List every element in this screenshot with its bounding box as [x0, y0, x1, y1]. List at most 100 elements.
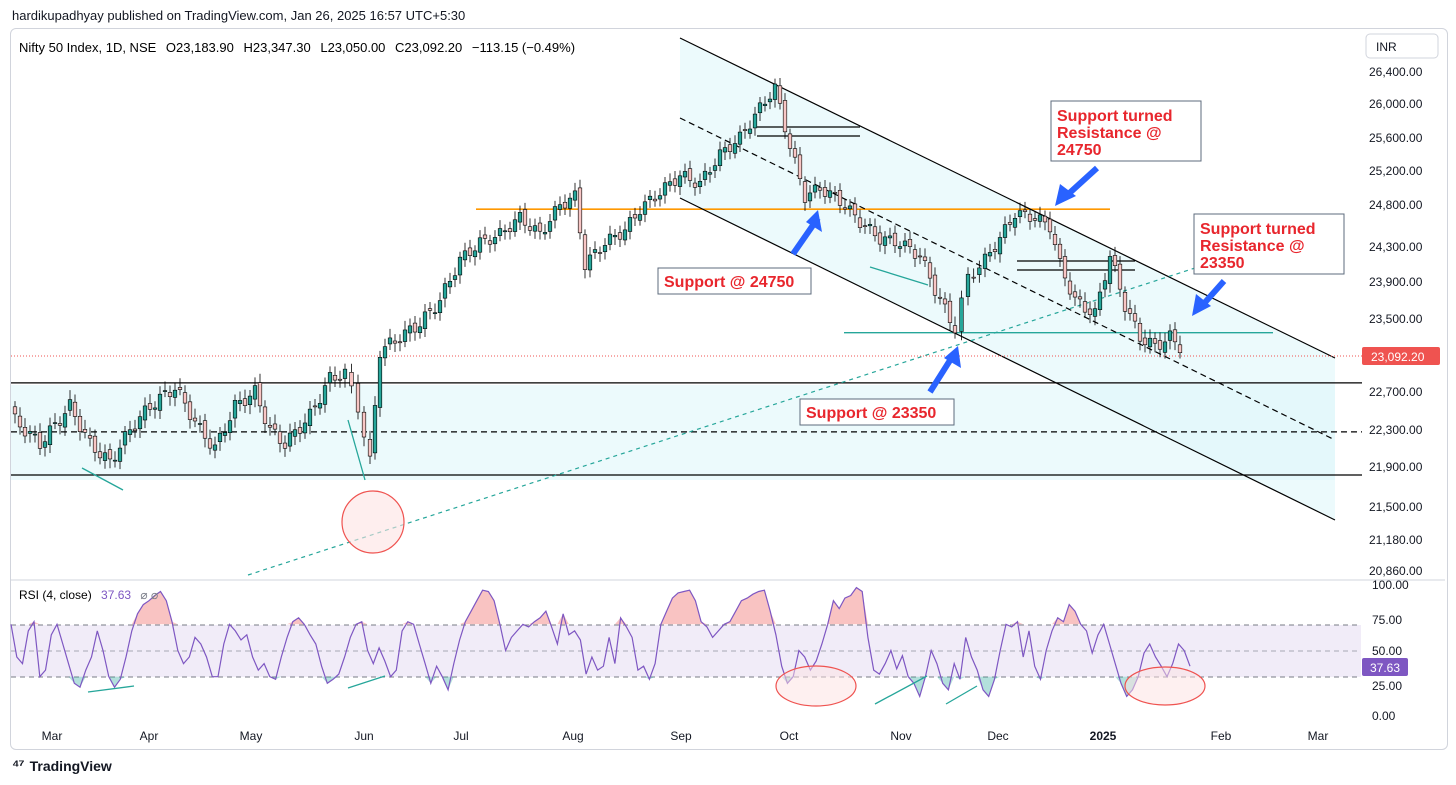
- candle-body[interactable]: [512, 219, 518, 232]
- candle-body[interactable]: [852, 203, 858, 216]
- candle-body[interactable]: [552, 206, 558, 221]
- rsi-line[interactable]: [10, 586, 1191, 699]
- candle-body[interactable]: [17, 415, 23, 428]
- candle-body[interactable]: [322, 385, 328, 405]
- candle-body[interactable]: [132, 428, 138, 431]
- candle-body[interactable]: [1057, 243, 1063, 259]
- candle-body[interactable]: [1027, 213, 1033, 222]
- candle-body[interactable]: [1127, 308, 1133, 314]
- candle-body[interactable]: [87, 435, 93, 439]
- candle-body[interactable]: [732, 143, 738, 154]
- candle-body[interactable]: [507, 228, 513, 233]
- candle-body[interactable]: [355, 383, 361, 413]
- candle-body[interactable]: [182, 392, 188, 404]
- candle-body[interactable]: [1107, 256, 1113, 284]
- candle-body[interactable]: [992, 249, 998, 252]
- candle-body[interactable]: [737, 131, 743, 145]
- rsi-highlight-ellipse-1[interactable]: [775, 665, 857, 707]
- candle-body[interactable]: [107, 449, 113, 460]
- candle-body[interactable]: [142, 405, 148, 421]
- candle-body[interactable]: [1062, 256, 1068, 279]
- candle-body[interactable]: [827, 190, 833, 198]
- candle-body[interactable]: [47, 425, 53, 446]
- candle-body[interactable]: [312, 405, 318, 408]
- candle-body[interactable]: [787, 133, 793, 149]
- candle-body[interactable]: [912, 249, 918, 259]
- candle-body[interactable]: [437, 300, 443, 314]
- candle-body[interactable]: [1152, 338, 1158, 344]
- candle-body[interactable]: [522, 209, 528, 226]
- candle-body[interactable]: [227, 420, 233, 434]
- candle-body[interactable]: [797, 154, 803, 179]
- candle-body[interactable]: [477, 237, 483, 253]
- candle-body[interactable]: [762, 103, 768, 106]
- candle-body[interactable]: [462, 250, 468, 261]
- candle-body[interactable]: [752, 113, 758, 129]
- candle-body[interactable]: [1157, 340, 1163, 350]
- candle-body[interactable]: [1072, 291, 1078, 298]
- minor-trendline-2[interactable]: [347, 419, 366, 481]
- candle-body[interactable]: [607, 233, 613, 245]
- annotation-box-resistance-24750[interactable]: [1050, 100, 1202, 162]
- candle-body[interactable]: [932, 274, 938, 296]
- candle-body[interactable]: [12, 406, 18, 415]
- candle-body[interactable]: [372, 405, 378, 454]
- candle-body[interactable]: [587, 254, 593, 271]
- candle-body[interactable]: [977, 267, 982, 275]
- candle-body[interactable]: [1042, 215, 1048, 223]
- candle-body[interactable]: [297, 427, 303, 434]
- candle-body[interactable]: [117, 447, 123, 462]
- candle-body[interactable]: [1162, 341, 1168, 353]
- candle-body[interactable]: [197, 423, 203, 425]
- candle-body[interactable]: [267, 424, 273, 428]
- candle-body[interactable]: [517, 212, 523, 223]
- candle-body[interactable]: [672, 178, 678, 186]
- candle-body[interactable]: [952, 325, 958, 334]
- candle-body[interactable]: [567, 197, 573, 209]
- candle-body[interactable]: [662, 182, 668, 196]
- candle-body[interactable]: [417, 326, 423, 334]
- candle-body[interactable]: [562, 201, 568, 209]
- candle-body[interactable]: [1037, 214, 1043, 222]
- candle-body[interactable]: [212, 444, 218, 451]
- candle-body[interactable]: [602, 245, 608, 253]
- candle-body[interactable]: [959, 297, 964, 332]
- candle-body[interactable]: [767, 98, 773, 103]
- candle-body[interactable]: [537, 222, 543, 232]
- candle-body[interactable]: [682, 171, 688, 178]
- candle-body[interactable]: [592, 249, 598, 253]
- candle-body[interactable]: [657, 195, 663, 200]
- candle-body[interactable]: [447, 280, 453, 288]
- candle-body[interactable]: [882, 236, 888, 246]
- candle-body[interactable]: [532, 225, 538, 232]
- candle-body[interactable]: [917, 255, 923, 258]
- candle-body[interactable]: [472, 250, 478, 258]
- candle-body[interactable]: [27, 431, 33, 434]
- candle-body[interactable]: [717, 149, 723, 166]
- candle-body[interactable]: [247, 395, 253, 405]
- candle-body[interactable]: [282, 442, 288, 449]
- candle-body[interactable]: [772, 83, 778, 100]
- channel-upper-line[interactable]: [679, 37, 1336, 359]
- candle-body[interactable]: [152, 407, 158, 410]
- candle-body[interactable]: [637, 214, 643, 221]
- candle-body[interactable]: [802, 181, 808, 203]
- candle-body[interactable]: [982, 253, 988, 269]
- annotation-box-resistance-23350[interactable]: [1193, 213, 1345, 275]
- candle-body[interactable]: [612, 235, 618, 238]
- candle-body[interactable]: [702, 170, 708, 180]
- candle-body[interactable]: [202, 420, 208, 439]
- candle-body[interactable]: [292, 429, 298, 437]
- candle-body[interactable]: [747, 128, 753, 134]
- candle-body[interactable]: [317, 403, 323, 409]
- candle-body[interactable]: [807, 192, 813, 202]
- candle-body[interactable]: [1137, 322, 1143, 342]
- candle-body[interactable]: [1142, 337, 1148, 346]
- candle-body[interactable]: [1177, 344, 1183, 354]
- candle-body[interactable]: [342, 368, 348, 379]
- candle-body[interactable]: [257, 382, 263, 407]
- candle-body[interactable]: [847, 205, 853, 210]
- candle-body[interactable]: [72, 401, 78, 417]
- candle-body[interactable]: [742, 129, 748, 131]
- candle-body[interactable]: [547, 221, 553, 232]
